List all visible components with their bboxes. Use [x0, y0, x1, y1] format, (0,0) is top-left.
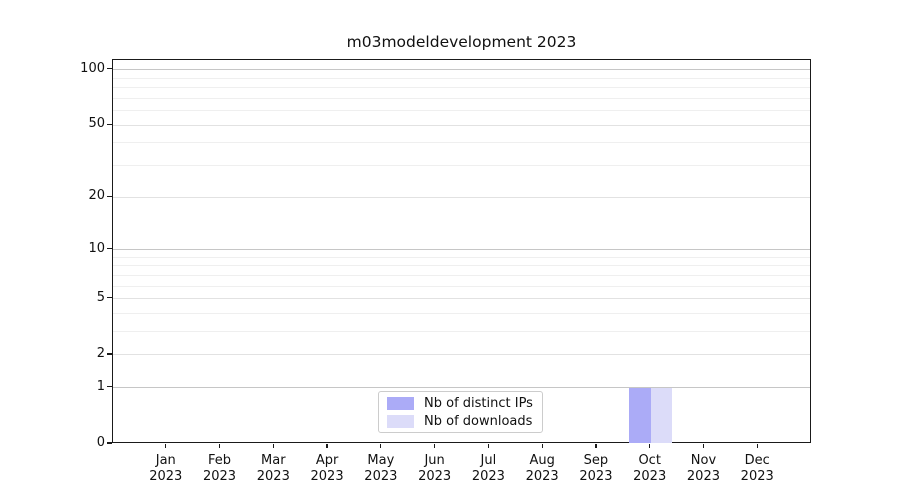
- gridline-major: [113, 354, 810, 356]
- gridline-major: [113, 196, 810, 198]
- gridline-minor: [113, 142, 810, 144]
- y-tick-mark: [107, 195, 112, 197]
- x-tick-month: Aug: [529, 453, 555, 468]
- bar-oct-downloads: [650, 387, 673, 443]
- gridline-minor: [113, 110, 810, 112]
- x-tick-mark: [756, 443, 758, 448]
- x-tick-label-may: May 2023: [349, 453, 413, 484]
- gridline-major: [113, 249, 810, 251]
- x-tick-month: Jul: [480, 453, 497, 468]
- x-tick-year: 2023: [740, 468, 774, 484]
- x-tick-label-oct: Oct 2023: [618, 453, 682, 484]
- x-tick-label-feb: Feb 2023: [188, 453, 252, 484]
- legend-label-distinct-ips: Nb of distinct IPs: [424, 395, 533, 411]
- x-tick-year: 2023: [202, 468, 237, 484]
- y-tick-mark: [107, 123, 112, 125]
- x-tick-label-aug: Aug 2023: [510, 453, 574, 484]
- y-tick-label: 1: [96, 378, 105, 394]
- y-tick-label: 10: [88, 240, 105, 256]
- chart-title: m03modeldevelopment 2023: [346, 33, 577, 51]
- x-tick-mark: [649, 443, 651, 448]
- gridline-minor: [113, 265, 810, 267]
- x-tick-year: 2023: [471, 468, 505, 484]
- x-tick-label-jul: Jul 2023: [456, 453, 520, 484]
- x-tick-mark: [272, 443, 274, 448]
- x-tick-month: Oct: [638, 453, 661, 468]
- legend: Nb of distinct IPs Nb of downloads: [378, 391, 543, 433]
- y-tick-label: 2: [96, 345, 105, 361]
- x-tick-year: 2023: [418, 468, 452, 484]
- x-tick-month: Sep: [583, 453, 609, 468]
- x-tick-label-sep: Sep 2023: [564, 453, 628, 484]
- bar-oct-distinct-ips: [629, 387, 651, 443]
- x-tick-month: Nov: [690, 453, 717, 468]
- gridline-minor: [113, 97, 810, 99]
- x-tick-mark: [487, 443, 490, 448]
- y-tick-mark: [107, 442, 112, 444]
- y-tick-mark: [107, 247, 112, 250]
- gridline-major: [113, 298, 810, 300]
- x-tick-mark: [595, 443, 597, 448]
- x-tick-label-nov: Nov 2023: [671, 453, 735, 484]
- legend-item-distinct-ips: Nb of distinct IPs: [387, 396, 542, 411]
- y-tick-label: 0: [96, 435, 105, 450]
- x-tick-mark: [165, 443, 167, 448]
- x-tick-mark: [218, 443, 221, 448]
- x-tick-month: May: [367, 453, 395, 468]
- x-tick-mark: [433, 443, 436, 448]
- y-tick-mark: [107, 386, 112, 388]
- x-tick-label-jun: Jun 2023: [403, 453, 467, 484]
- x-tick-year: 2023: [686, 468, 720, 484]
- gridline-major: [113, 387, 810, 389]
- gridline-minor: [113, 285, 810, 287]
- x-tick-label-apr: Apr 2023: [295, 453, 359, 484]
- gridline-minor: [113, 313, 810, 314]
- x-tick-mark: [326, 443, 328, 448]
- x-tick-year: 2023: [633, 468, 667, 484]
- gridline-minor: [113, 256, 810, 258]
- x-tick-label-dec: Dec 2023: [725, 453, 789, 484]
- x-tick-year: 2023: [310, 468, 344, 484]
- x-tick-year: 2023: [364, 468, 398, 484]
- legend-label-downloads: Nb of downloads: [424, 413, 533, 429]
- x-tick-mark: [702, 443, 705, 448]
- x-tick-year: 2023: [579, 468, 613, 484]
- legend-item-downloads: Nb of downloads: [387, 414, 542, 429]
- x-tick-month: Jan: [155, 453, 176, 468]
- x-tick-month: Mar: [261, 453, 286, 468]
- gridline-minor: [113, 331, 810, 333]
- legend-swatch-distinct-ips-icon: [387, 396, 414, 410]
- gridline-minor: [113, 165, 810, 167]
- y-tick-mark: [107, 68, 112, 70]
- x-tick-month: Apr: [315, 453, 339, 468]
- y-tick-mark: [107, 297, 112, 299]
- plot-area: Nb of distinct IPs Nb of downloads: [112, 59, 811, 443]
- x-tick-year: 2023: [256, 468, 290, 484]
- x-tick-label-mar: Mar 2023: [241, 453, 305, 484]
- gridline-minor: [113, 274, 810, 276]
- x-tick-mark: [380, 443, 382, 448]
- gridline-major: [113, 69, 810, 71]
- x-tick-month: Jun: [424, 453, 445, 468]
- x-tick-mark: [541, 443, 543, 448]
- y-tick-label: 100: [80, 60, 105, 76]
- gridline-minor: [113, 87, 810, 89]
- x-tick-year: 2023: [149, 468, 183, 484]
- x-tick-year: 2023: [525, 468, 559, 484]
- y-tick-label: 50: [88, 116, 105, 132]
- y-tick-mark: [107, 353, 112, 355]
- y-tick-label: 20: [88, 188, 105, 204]
- gridline-major: [113, 124, 810, 126]
- gridline-minor: [113, 77, 810, 79]
- legend-swatch-downloads-icon: [387, 414, 414, 428]
- x-tick-month: Dec: [744, 453, 770, 468]
- y-tick-label: 5: [96, 289, 105, 305]
- x-tick-label-jan: Jan 2023: [134, 453, 198, 484]
- x-tick-month: Feb: [208, 453, 232, 468]
